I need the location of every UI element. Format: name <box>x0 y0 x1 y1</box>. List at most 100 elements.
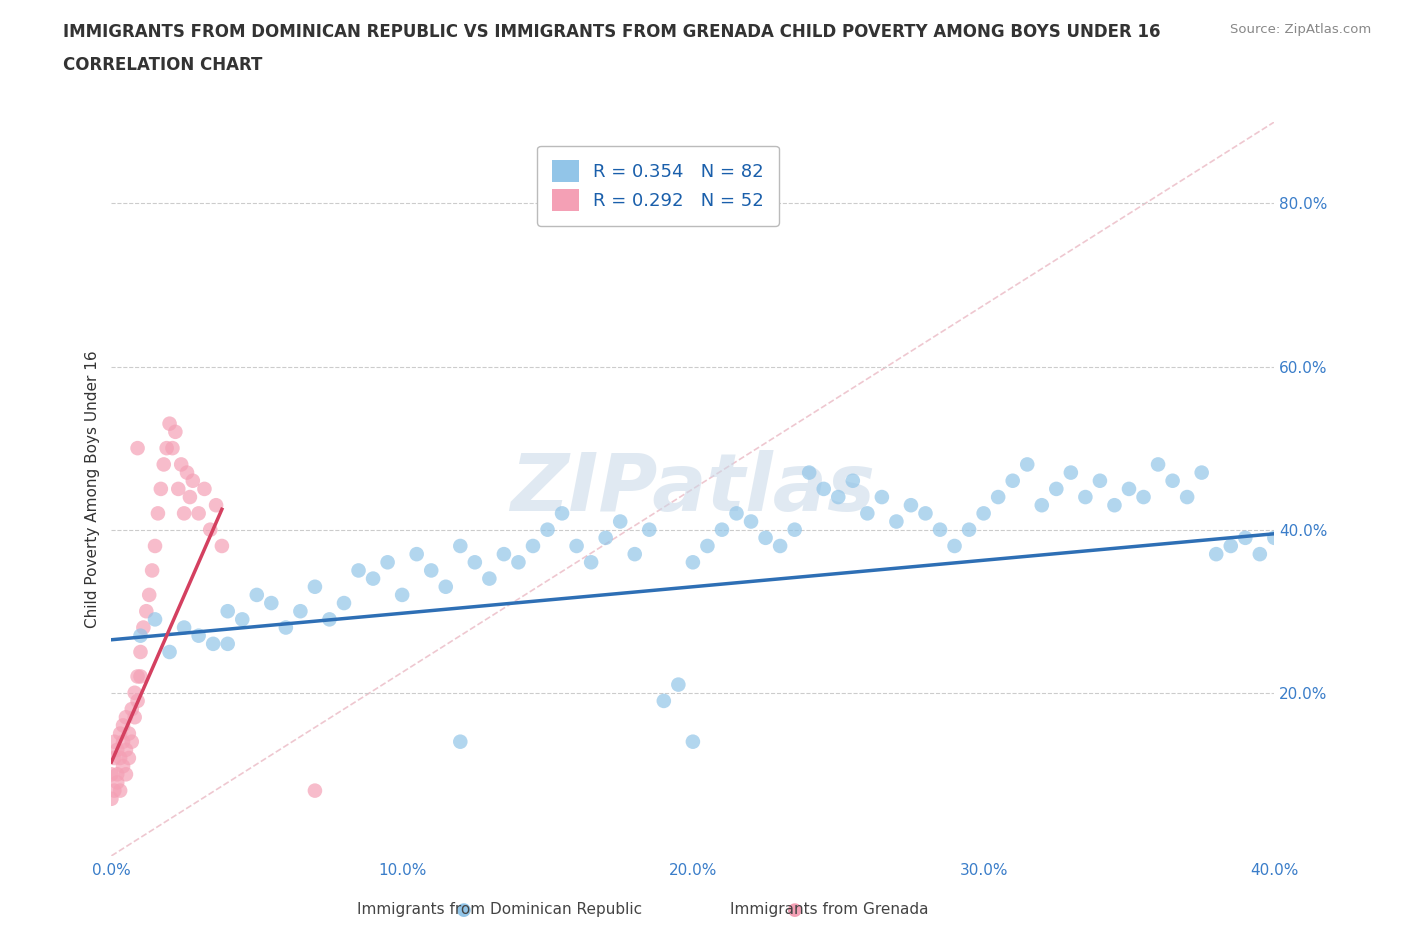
Point <box>108 783 131 798</box>
Point <box>710 523 733 538</box>
Point <box>193 482 215 497</box>
Point <box>1031 498 1053 512</box>
Point <box>318 612 340 627</box>
Point <box>246 588 269 603</box>
Point <box>100 767 122 782</box>
Point <box>159 417 181 432</box>
Point <box>179 489 201 504</box>
Point <box>115 742 138 757</box>
Point <box>108 726 131 741</box>
Point <box>652 694 675 709</box>
Point <box>152 457 174 472</box>
Point <box>105 742 128 757</box>
Point <box>987 489 1010 504</box>
Point <box>492 547 515 562</box>
Point <box>725 506 748 521</box>
Point <box>1175 489 1198 504</box>
Point <box>141 563 163 578</box>
Point <box>105 775 128 790</box>
Text: IMMIGRANTS FROM DOMINICAN REPUBLIC VS IMMIGRANTS FROM GRENADA CHILD POVERTY AMON: IMMIGRANTS FROM DOMINICAN REPUBLIC VS IM… <box>63 23 1161 41</box>
Point <box>347 563 370 578</box>
Point <box>108 751 131 765</box>
Point <box>740 514 762 529</box>
Point <box>1045 482 1067 497</box>
Point <box>162 441 184 456</box>
Point <box>420 563 443 578</box>
Point <box>127 669 149 684</box>
Point <box>176 465 198 480</box>
Point <box>156 441 179 456</box>
Point <box>536 523 558 538</box>
Point <box>231 612 253 627</box>
Point <box>138 588 160 603</box>
Point <box>391 588 413 603</box>
Point <box>943 538 966 553</box>
Point <box>405 547 427 562</box>
Point <box>118 726 141 741</box>
Point <box>333 595 356 610</box>
Point <box>115 767 138 782</box>
Point <box>1001 473 1024 488</box>
Point <box>522 538 544 553</box>
Point <box>682 555 704 570</box>
Point <box>434 579 457 594</box>
Point <box>1074 489 1097 504</box>
Point <box>173 506 195 521</box>
Point <box>377 555 399 570</box>
Point <box>449 538 471 553</box>
Point <box>173 620 195 635</box>
Point <box>290 604 312 618</box>
Text: ZIPatlas: ZIPatlas <box>510 450 876 528</box>
Point <box>115 710 138 724</box>
Point <box>170 457 193 472</box>
Point <box>124 710 146 724</box>
Point <box>143 612 166 627</box>
Point <box>112 718 135 733</box>
Point <box>187 506 209 521</box>
Point <box>103 783 125 798</box>
Point <box>100 791 122 806</box>
Point <box>187 629 209 644</box>
Point <box>103 735 125 750</box>
Point <box>1219 538 1241 553</box>
Point <box>103 751 125 765</box>
Point <box>105 767 128 782</box>
Point <box>478 571 501 586</box>
Point <box>696 538 718 553</box>
Point <box>1234 530 1257 545</box>
Point <box>260 595 283 610</box>
Point <box>167 482 190 497</box>
Point <box>623 547 645 562</box>
Point <box>181 473 204 488</box>
Point <box>1249 547 1271 562</box>
Point <box>870 489 893 504</box>
Point <box>638 523 661 538</box>
Point <box>129 629 152 644</box>
Text: CORRELATION CHART: CORRELATION CHART <box>63 56 263 73</box>
Point <box>595 530 617 545</box>
Point <box>304 579 326 594</box>
Point <box>1205 547 1227 562</box>
Point <box>124 685 146 700</box>
Point <box>274 620 297 635</box>
Point <box>900 498 922 512</box>
Text: ●: ● <box>786 900 803 919</box>
Point <box>1147 457 1170 472</box>
Point <box>129 644 152 659</box>
Point <box>769 538 792 553</box>
Y-axis label: Child Poverty Among Boys Under 16: Child Poverty Among Boys Under 16 <box>86 350 100 628</box>
Text: Immigrants from Dominican Republic: Immigrants from Dominican Republic <box>357 902 641 917</box>
Point <box>118 751 141 765</box>
Point <box>929 523 952 538</box>
Point <box>813 482 835 497</box>
Point <box>205 498 228 512</box>
Legend: R = 0.354   N = 82, R = 0.292   N = 52: R = 0.354 N = 82, R = 0.292 N = 52 <box>537 146 779 226</box>
Point <box>112 759 135 774</box>
Point <box>827 489 849 504</box>
Point <box>121 701 143 716</box>
Point <box>449 735 471 750</box>
Point <box>121 735 143 750</box>
Point <box>755 530 778 545</box>
Point <box>783 523 806 538</box>
Point <box>856 506 879 521</box>
